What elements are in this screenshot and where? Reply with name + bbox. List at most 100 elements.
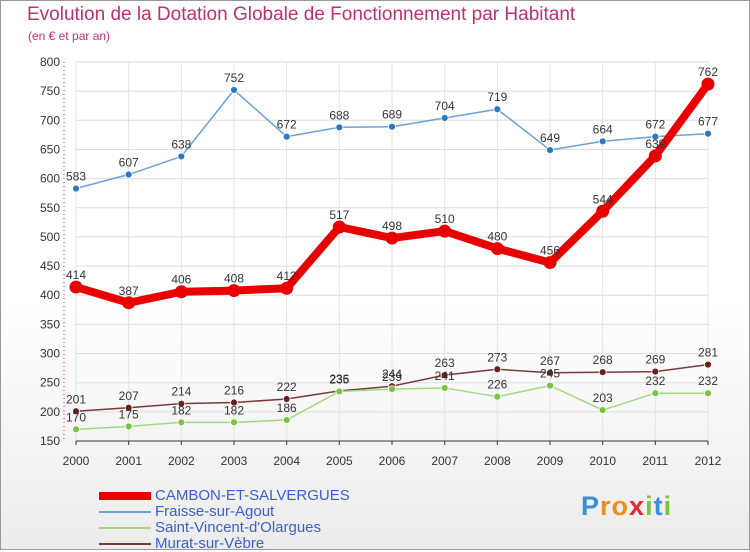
chart-subtitle: (en € et par an) (28, 29, 111, 43)
data-label: 267 (540, 354, 560, 368)
data-label: 719 (487, 90, 507, 104)
proxiti-logo: Proxiti (581, 491, 672, 522)
data-label: 704 (435, 99, 455, 113)
legend-swatch-cambon (99, 492, 151, 500)
data-label: 232 (698, 374, 718, 388)
x-tick-label: 2008 (484, 454, 511, 468)
data-point (72, 407, 80, 416)
data-point (177, 418, 186, 427)
data-point (280, 281, 294, 295)
y-tick-label: 250 (40, 376, 60, 390)
axis-layer: 150 200 250 300 350 400 450 500 550 600 650 700 750 8… (40, 55, 722, 468)
x-tick-label: 2002 (168, 454, 195, 468)
legend-label-cambon: CAMBON-ET-SALVERGUES (155, 487, 350, 504)
x-tick-label: 2005 (326, 454, 353, 468)
y-tick-label: 200 (40, 405, 60, 419)
data-point (438, 224, 452, 238)
data-point (490, 242, 504, 256)
data-point (546, 381, 554, 390)
data-point (651, 132, 660, 141)
data-point (282, 395, 291, 403)
y-tick-label: 600 (40, 172, 60, 186)
data-label: 583 (66, 170, 86, 184)
data-label: 182 (171, 403, 191, 417)
y-tick-label: 800 (40, 55, 60, 69)
x-tick-label: 2010 (589, 454, 616, 468)
data-label: 235 (329, 372, 349, 386)
data-point (493, 392, 502, 401)
chart-title: Evolution de la Dotation Globale de Fonc… (27, 4, 576, 25)
data-point (124, 403, 133, 412)
data-label: 232 (645, 374, 665, 388)
data-label: 201 (66, 392, 86, 406)
data-point (69, 280, 83, 294)
data-label: 268 (593, 353, 613, 367)
data-label: 175 (119, 407, 139, 421)
data-point (335, 123, 344, 132)
data-point (598, 137, 607, 146)
data-point (648, 149, 662, 163)
data-point (124, 170, 133, 179)
x-tick-label: 2003 (221, 454, 248, 468)
data-point (230, 86, 238, 94)
data-label: 762 (698, 65, 718, 79)
x-tick-label: 2007 (431, 454, 458, 468)
data-point (282, 416, 291, 424)
y-tick-label: 650 (40, 142, 60, 156)
data-label: 510 (435, 212, 455, 226)
y-tick-label: 300 (40, 347, 60, 361)
data-label: 241 (435, 369, 455, 383)
data-point (493, 365, 502, 374)
y-tick-label: 150 (40, 434, 60, 448)
data-label: 689 (382, 108, 402, 122)
x-tick-label: 2009 (537, 454, 564, 468)
data-label: 387 (119, 284, 139, 298)
data-point (124, 422, 133, 431)
data-label: 281 (698, 346, 718, 360)
data-label: 517 (329, 208, 349, 222)
data-point (72, 184, 80, 193)
data-label: 245 (540, 367, 560, 381)
x-tick-label: 2001 (115, 454, 142, 468)
label-layer: 414 387 406 408 412 517 498 510 480 456 544 639 762 5… (66, 65, 718, 424)
data-label: 186 (277, 401, 297, 415)
data-point (230, 398, 238, 407)
y-tick-label: 550 (40, 201, 60, 215)
data-point (122, 296, 136, 310)
data-label: 664 (593, 122, 613, 136)
data-point (598, 406, 607, 414)
legend-swatch-fraisse (99, 511, 151, 513)
data-point (174, 285, 188, 299)
data-point (598, 368, 607, 377)
data-point (227, 284, 241, 298)
y-tick-label: 700 (40, 113, 60, 127)
data-label: 677 (698, 115, 718, 129)
data-point (493, 105, 502, 114)
y-tick-label: 500 (40, 230, 60, 244)
data-point (177, 399, 186, 408)
data-label: 244 (382, 367, 402, 381)
logo-letter: x (629, 491, 646, 521)
data-label: 456 (540, 244, 560, 258)
data-point (385, 231, 399, 245)
legend-swatch-saint-vincent (99, 527, 151, 529)
data-label: 639 (645, 137, 665, 151)
data-point (230, 418, 238, 427)
y-tick-label: 400 (40, 288, 60, 302)
data-label: 226 (487, 378, 507, 392)
data-label: 649 (540, 131, 560, 145)
data-point (546, 146, 554, 154)
legend-label-murat: Murat-sur-Vèbre (155, 535, 265, 552)
data-label: 269 (645, 353, 665, 367)
data-point (704, 129, 712, 138)
data-label: 406 (171, 273, 191, 287)
data-label: 672 (277, 118, 297, 132)
data-point (440, 371, 449, 380)
data-label: 239 (382, 370, 402, 384)
data-label: 688 (329, 108, 349, 122)
data-point (596, 204, 610, 218)
x-tick-label: 2000 (63, 454, 90, 468)
data-label: 170 (66, 410, 86, 424)
